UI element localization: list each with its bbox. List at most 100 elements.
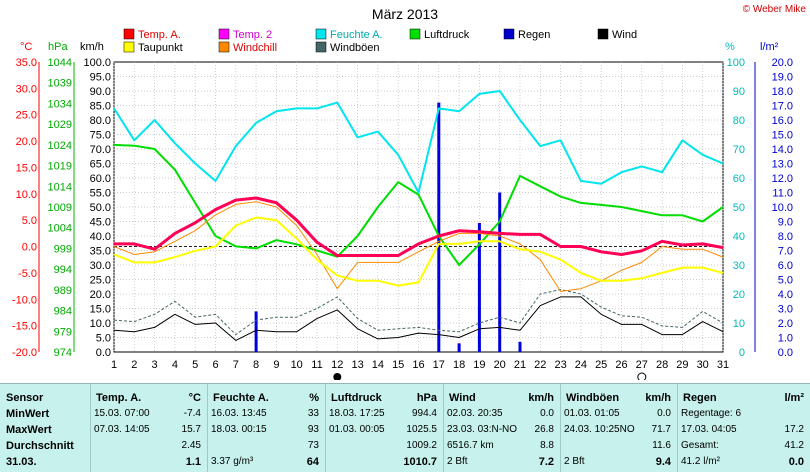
stats-row-info: 18.03. 17:25 [329, 408, 385, 419]
chart-svg: 35.030.025.020.015.010.05.00.0-5.0-10.0-… [12, 4, 806, 380]
stats-column: Windböen km/h 01.03. 01:05 0.0 24.03. 10:25N… [560, 384, 678, 472]
rain-axis-tick-label: 15.0 [772, 130, 793, 142]
rain-axis-tick-label: 8.0 [778, 231, 793, 243]
wind-axis-tick-label: 95.0 [90, 72, 111, 84]
legend-label: Windchill [233, 42, 277, 54]
series-line-luftdruck [113, 143, 724, 266]
rain-axis-tick-label: 10.0 [772, 202, 793, 214]
wind-axis-tick-label: 5.0 [96, 333, 111, 345]
rain-axis-unit: l/m² [760, 41, 779, 53]
stats-row-value: 8.8 [540, 440, 554, 451]
temp-axis-tick-label: 30.0 [16, 83, 37, 95]
pressure-axis-unit: hPa [48, 41, 68, 53]
pressure-axis-tick-label: 984 [54, 306, 72, 318]
rain-axis-tick-label: 7.0 [778, 246, 793, 258]
x-tick-label: 23 [554, 359, 566, 371]
x-tick-label: 12 [331, 359, 343, 371]
x-tick-label: 29 [676, 359, 688, 371]
wind-axis-tick-label: 20.0 [90, 289, 111, 301]
pressure-axis-tick-label: 1039 [48, 78, 72, 90]
stats-current-info: 41.2 l/m² [681, 456, 720, 467]
stats-row-value: -7.4 [183, 408, 201, 419]
stats-row-label: MinWert [6, 408, 50, 420]
temp-axis-tick-label: -20.0 [12, 347, 37, 359]
temp-axis-tick-label: 20.0 [16, 136, 37, 148]
stats-row-info: 17.03. 04:05 [681, 424, 737, 435]
legend-label: Luftdruck [424, 29, 470, 41]
legend-label: Wind [612, 29, 637, 41]
x-tick-label: 25 [595, 359, 607, 371]
stats-row-info: Gesamt: [681, 440, 719, 451]
legend-swatch [218, 41, 230, 53]
wind-axis-tick-label: 50.0 [90, 202, 111, 214]
stats-header: Windböen [566, 392, 620, 404]
x-tick-label: 5 [192, 359, 198, 371]
series-line-wind [113, 296, 724, 341]
legend-label: Temp. A. [138, 29, 181, 41]
stats-row-value: 1009.2 [406, 440, 437, 451]
wind-axis-tick-label: 10.0 [90, 318, 111, 330]
temp-axis-tick-label: 25.0 [16, 110, 37, 122]
temp-axis-tick-label: 15.0 [16, 162, 37, 174]
humidity-axis-tick-label: 60 [733, 173, 745, 185]
stats-row-info: 15.03. 07:00 [94, 408, 150, 419]
stats-row-value: 1025.5 [406, 424, 437, 435]
rain-axis-tick-label: 20.0 [772, 57, 793, 69]
stats-current-info: 2 Bft [564, 456, 585, 467]
x-tick-label: 4 [172, 359, 178, 371]
rain-axis-tick-label: 2.0 [778, 318, 793, 330]
legend-swatch [123, 28, 135, 40]
pressure-axis-tick-label: 1009 [48, 202, 72, 214]
pressure-axis-tick-label: 989 [54, 285, 72, 297]
temp-axis-tick-label: 10.0 [16, 189, 37, 201]
wind-axis-tick-label: 25.0 [90, 275, 111, 287]
x-tick-label: 18 [453, 359, 465, 371]
humidity-axis-tick-label: 0 [739, 347, 745, 359]
series-line-temp-a- [114, 196, 724, 257]
legend-swatch [409, 28, 421, 40]
x-tick-label: 2 [131, 359, 137, 371]
rain-axis-tick-label: 3.0 [778, 304, 793, 316]
rain-axis-tick-label: 5.0 [778, 275, 793, 287]
pressure-axis-tick-label: 974 [54, 347, 72, 359]
stats-header: Temp. A. [96, 392, 142, 404]
stats-header: Regen [683, 392, 717, 404]
wind-axis-unit: km/h [80, 41, 104, 53]
stats-row-info: 23.03. 03:N-NO [447, 424, 518, 435]
stats-row-label: Durchschnitt [6, 440, 74, 452]
stats-row-value: 2.45 [181, 440, 201, 451]
rain-axis-tick-label: 6.0 [778, 260, 793, 272]
pressure-axis-tick-label: 1044 [48, 57, 72, 69]
legend-swatch [315, 41, 327, 53]
stats-row-value: 71.7 [651, 424, 671, 435]
legend-swatch [597, 28, 609, 40]
stats-row-info: Regentage: 6 [681, 408, 742, 419]
statistics-table: Sensor MinWert MaxWert Durchschnitt 31.03. Te… [0, 383, 810, 472]
x-tick-label: 10 [291, 359, 303, 371]
x-tick-label: 24 [575, 359, 587, 371]
stats-row-value: 11.6 [652, 440, 671, 451]
rain-axis-tick-label: 16.0 [772, 115, 793, 127]
stats-column: Feuchte A.% 16.03. 13:45 33 18.03. 00:15 93 7… [207, 384, 326, 472]
x-tick-label: 30 [697, 359, 709, 371]
wind-axis-tick-label: 40.0 [90, 231, 111, 243]
humidity-axis-tick-label: 70 [733, 144, 745, 156]
stats-row-info: 16.03. 13:45 [211, 408, 267, 419]
humidity-axis-unit: % [725, 41, 735, 53]
pressure-axis-tick-label: 999 [54, 243, 72, 255]
stats-row-info: 01.03. 01:05 [564, 408, 620, 419]
rain-axis-tick-label: 17.0 [772, 101, 793, 113]
rain-axis-tick-label: 14.0 [772, 144, 793, 156]
x-tick-label: 26 [615, 359, 627, 371]
weather-chart: 35.0 30.0 25.0 20.0 15.0 10.0 5.0 0.0 -5.0 -10.0-… [12, 4, 806, 380]
x-tick-label: 8 [253, 359, 259, 371]
legend-label: Windböen [330, 42, 380, 54]
stats-column: Wind km/h 02.03. 20:35 0.0 23.03. 03:N-NO 26.… [443, 384, 561, 472]
stats-column: Sensor MinWert MaxWert Durchschnitt 31.03. [0, 384, 91, 472]
stats-unit: km/h [645, 392, 671, 404]
pressure-axis-tick-label: 1029 [48, 119, 72, 131]
rain-axis-tick-label: 0.0 [778, 347, 793, 359]
stats-current-value: 0.0 [788, 456, 804, 468]
temp-axis-tick-label: -10.0 [12, 294, 37, 306]
pressure-axis-tick-label: 1024 [48, 140, 72, 152]
